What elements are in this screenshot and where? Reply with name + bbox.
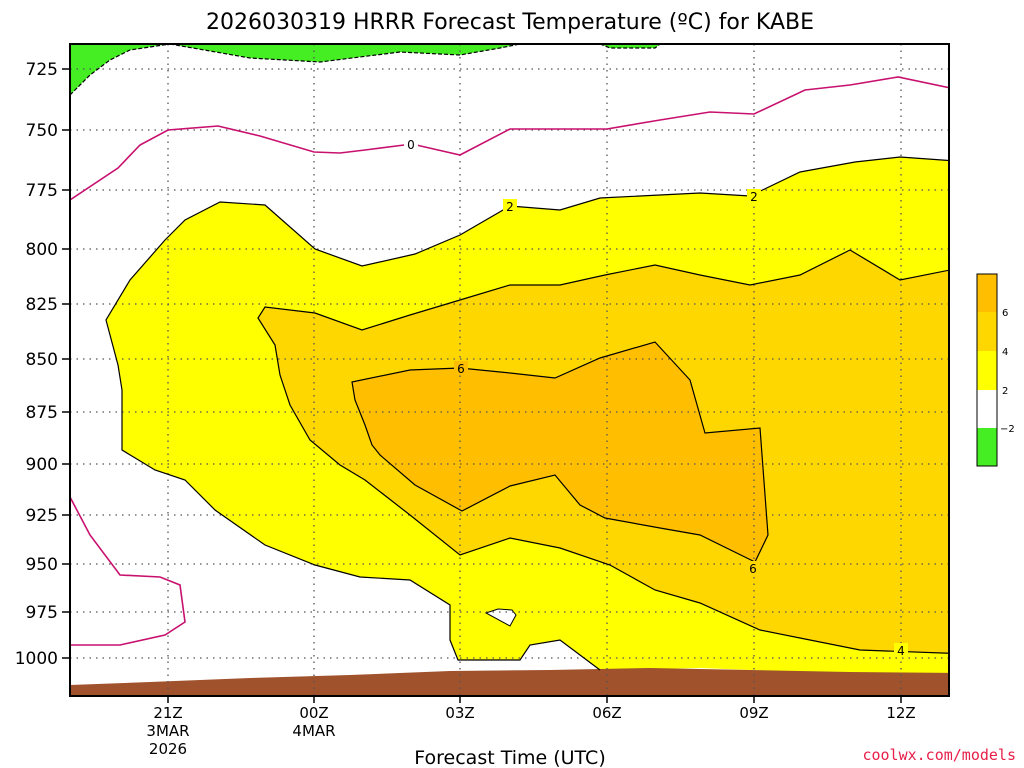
chart-title: 2026030319 HRRR Forecast Temperature (ºC… <box>206 10 814 35</box>
y-tick-label: 950 <box>26 555 58 575</box>
x-tick-date: 4MAR <box>292 722 335 740</box>
zero-contour-upper <box>70 76 949 201</box>
x-tick-label: 21Z <box>153 704 182 722</box>
colorbar-swatch-below-minus2 <box>977 428 997 466</box>
contour-label-bg <box>746 561 760 575</box>
y-tick-label: 775 <box>26 181 58 201</box>
colorbar-swatch-4-6 <box>977 312 997 351</box>
contour-label-4: 4 <box>897 644 905 658</box>
x-tick-label: 00Z <box>299 704 328 722</box>
colorbar-label: 6 <box>1002 308 1008 319</box>
contour-6c-line <box>351 341 769 563</box>
fill-below-minus2c-mid <box>170 44 520 62</box>
colorbar-swatch-0-2 <box>977 390 997 428</box>
y-tick-label: 1000 <box>15 649 58 669</box>
colorbar-label: 4 <box>1002 347 1008 358</box>
zero-contours <box>70 76 949 646</box>
y-tick-label: 850 <box>26 350 58 370</box>
contour-label-bg <box>454 361 468 375</box>
contour-label-0: 0 <box>407 138 415 152</box>
x-tick-label: 03Z <box>445 704 474 722</box>
plot-area: 0 2 6 6 2 4 <box>70 44 949 696</box>
colorbar-frame <box>976 273 998 467</box>
y-tick-label: 750 <box>26 121 58 141</box>
x-tick-date: 3MAR <box>146 722 189 740</box>
y-tick-label: 925 <box>26 506 58 526</box>
y-tick-label: 825 <box>26 295 58 315</box>
contour-4c-line <box>257 249 949 654</box>
contour-label-bg <box>747 189 761 203</box>
zero-contour-lower <box>70 496 186 646</box>
watermark: coolwx.com/models <box>862 746 1016 764</box>
y-axis: 725 750 775 800 825 850 875 900 925 950 … <box>15 60 70 669</box>
x-tick-label: 06Z <box>592 704 621 722</box>
y-tick-label: 800 <box>26 240 58 260</box>
colorbar-label: −2 <box>1000 424 1015 435</box>
contour-label-2-right: 2 <box>750 190 758 204</box>
y-tick-label: 725 <box>26 60 58 80</box>
y-tick-label: 875 <box>26 403 58 423</box>
y-tick-label: 900 <box>26 455 58 475</box>
contour-label-6-top: 6 <box>457 362 465 376</box>
y-tick-marks <box>62 68 70 659</box>
contour-label-bg <box>404 137 418 151</box>
y-tick-label: 975 <box>26 603 58 623</box>
colorbar: 6 4 2 −2 <box>976 273 1015 467</box>
contour-label-bg <box>894 643 908 657</box>
x-tick-year: 2026 <box>149 740 187 758</box>
contour-label-2-left: 2 <box>506 200 514 214</box>
contour-lines <box>70 44 949 671</box>
contour-minus2-dashed <box>70 44 171 96</box>
contour-minus2-dashed-right <box>599 44 661 49</box>
pocket-below-2c <box>484 608 517 627</box>
x-axis: 21Z 3MAR 2026 00Z 4MAR 03Z 06Z 09Z 12Z F… <box>146 696 916 768</box>
colorbar-label: 2 <box>1002 386 1008 397</box>
x-tick-label: 12Z <box>886 704 915 722</box>
x-tick-marks <box>167 696 902 703</box>
contour-2c-line <box>105 156 949 671</box>
colorbar-swatch-2-4 <box>977 351 997 390</box>
contour-label-6-bottom: 6 <box>749 562 757 576</box>
ground-surface <box>70 668 949 696</box>
x-axis-title: Forecast Time (UTC) <box>414 747 605 768</box>
plot-frame <box>69 43 950 697</box>
x-tick-label: 09Z <box>739 704 768 722</box>
fill-below-minus2c-left <box>70 44 170 95</box>
contour-minus2-dashed-mid <box>169 44 521 63</box>
contour-labels: 0 2 6 6 2 4 <box>404 137 908 658</box>
colorbar-swatch-above-6 <box>977 274 997 312</box>
contour-label-bg <box>503 199 517 213</box>
